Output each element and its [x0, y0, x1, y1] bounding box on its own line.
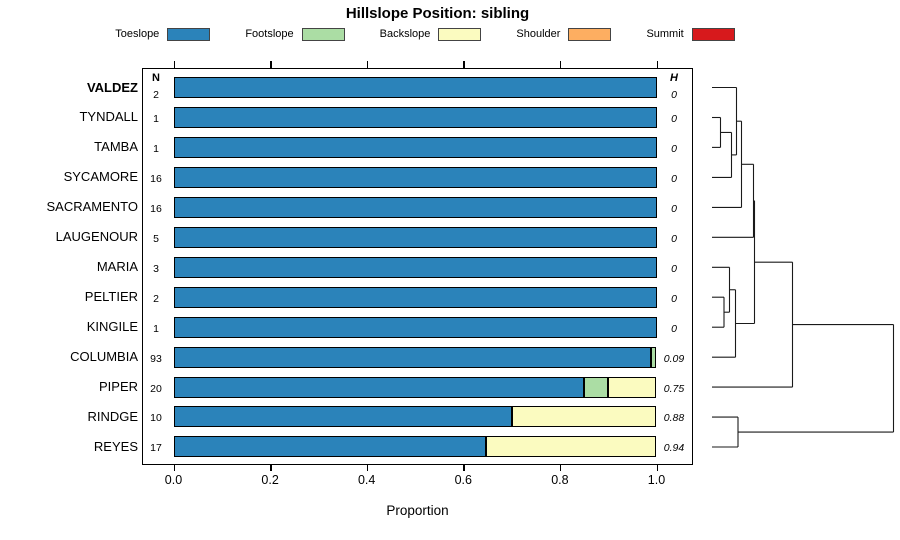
row-label-maria: MARIA — [96, 259, 138, 275]
row-label-sacramento: SACRAMENTO — [46, 199, 139, 215]
row-label-sycamore: SYCAMORE — [63, 169, 138, 185]
x-axis-tick-label: 1.0 — [647, 473, 666, 487]
bar-segment-toeslope — [173, 166, 657, 188]
bar-segment-backslope — [486, 436, 657, 458]
h-value: 0 — [671, 172, 677, 185]
n-value: 93 — [150, 352, 162, 365]
x-axis-tick — [656, 465, 658, 471]
h-value: 0 — [671, 89, 677, 101]
bar-segment-footslope — [584, 376, 609, 398]
x-axis-label: Proportion — [386, 503, 449, 518]
plot-box — [142, 68, 693, 465]
h-column-header: H — [670, 72, 678, 84]
bar-segment-toeslope — [173, 196, 657, 218]
h-value: 0.94 — [663, 442, 685, 455]
bar-segment-toeslope — [173, 346, 652, 368]
row-label-piper: PIPER — [98, 379, 138, 394]
n-value: 1 — [153, 112, 159, 125]
bar-segment-backslope — [511, 406, 657, 428]
row-label-valdez: VALDEZ — [86, 79, 138, 95]
x-axis-tick-top — [463, 61, 465, 68]
row-label-tamba: TAMBA — [94, 139, 138, 155]
legend-label: Backslope — [379, 28, 431, 40]
legend-item-shoulder: Shoulder — [516, 27, 612, 41]
n-value: 1 — [153, 142, 159, 155]
x-axis-tick-label: 0.6 — [454, 473, 472, 487]
legend: Toeslope Footslope Backslope Shoulder Summit — [55, 25, 795, 43]
legend-item-backslope: Backslope — [379, 27, 482, 41]
legend-item-footslope: Footslope — [245, 27, 345, 41]
n-column-header: N — [152, 72, 160, 84]
legend-item-toeslope: Toeslope — [115, 27, 211, 41]
h-value: 0 — [671, 292, 677, 305]
n-value: 16 — [150, 202, 162, 215]
h-value: 0.88 — [663, 412, 685, 425]
x-axis-tick-label: 0.2 — [261, 473, 279, 487]
legend-label: Footslope — [245, 28, 294, 40]
x-axis-tick-label: 0.0 — [164, 473, 183, 487]
h-value: 0 — [671, 112, 677, 125]
bar-segment-toeslope — [173, 376, 585, 398]
x-axis-tick-label: 0.8 — [551, 473, 569, 487]
h-value: 0 — [671, 262, 677, 275]
x-axis-tick — [366, 465, 369, 471]
n-value: 16 — [150, 172, 162, 185]
x-axis-tick-top — [656, 61, 658, 68]
n-value: 10 — [150, 412, 162, 425]
x-axis-tick-top — [173, 61, 175, 68]
row-label-kingile: KINGILE — [86, 319, 138, 335]
chart-title: Hillslope Position: sibling — [345, 5, 530, 22]
x-axis-tick — [270, 465, 272, 471]
n-value: 2 — [153, 292, 159, 305]
x-axis-tick-label: 0.4 — [357, 473, 376, 487]
row-label-laugenour: LAUGENOUR — [55, 229, 138, 245]
row-label-tyndall: TYNDALL — [79, 109, 138, 125]
h-value: 0.09 — [663, 352, 685, 365]
legend-item-summit: Summit — [646, 27, 735, 41]
bar-segment-backslope — [608, 376, 657, 398]
legend-label: Shoulder — [516, 28, 561, 40]
legend-swatch-backslope — [438, 27, 482, 41]
legend-label: Summit — [646, 28, 684, 40]
n-value: 17 — [150, 442, 162, 455]
legend-swatch-toeslope — [167, 27, 211, 41]
x-axis-tick-top — [366, 61, 369, 68]
n-value: 3 — [153, 262, 159, 275]
n-value: 2 — [153, 89, 159, 101]
bar-segment-toeslope — [173, 256, 657, 278]
bar-segment-toeslope — [173, 436, 486, 458]
h-value: 0.75 — [663, 382, 685, 395]
row-label-reyes: REYES — [93, 438, 138, 454]
h-value: 0 — [671, 322, 677, 335]
h-value: 0 — [671, 232, 677, 245]
x-axis-tick-top — [559, 61, 562, 68]
bar-segment-toeslope — [173, 106, 657, 128]
bar-segment-toeslope — [173, 316, 657, 338]
bar-segment-footslope — [651, 346, 657, 368]
row-label-columbia: COLUMBIA — [70, 349, 138, 365]
n-value: 1 — [153, 322, 159, 335]
n-value: 20 — [150, 382, 162, 395]
n-value: 5 — [153, 232, 159, 245]
legend-swatch-shoulder — [568, 27, 612, 41]
x-axis-tick — [559, 465, 562, 471]
legend-swatch-footslope — [301, 27, 345, 41]
h-value: 0 — [671, 202, 677, 215]
bar-segment-toeslope — [173, 77, 657, 98]
bar-segment-toeslope — [173, 406, 512, 428]
x-axis-tick — [173, 465, 175, 471]
h-value: 0 — [671, 142, 677, 155]
bar-segment-toeslope — [173, 286, 657, 308]
legend-label: Toeslope — [115, 28, 160, 40]
x-axis-tick — [463, 465, 465, 471]
bar-segment-toeslope — [173, 226, 657, 248]
legend-swatch-summit — [691, 27, 735, 41]
bar-segment-toeslope — [173, 136, 657, 158]
row-label-peltier: PELTIER — [84, 289, 138, 305]
row-label-rindge: RINDGE — [87, 408, 138, 424]
x-axis-tick-top — [270, 61, 272, 68]
